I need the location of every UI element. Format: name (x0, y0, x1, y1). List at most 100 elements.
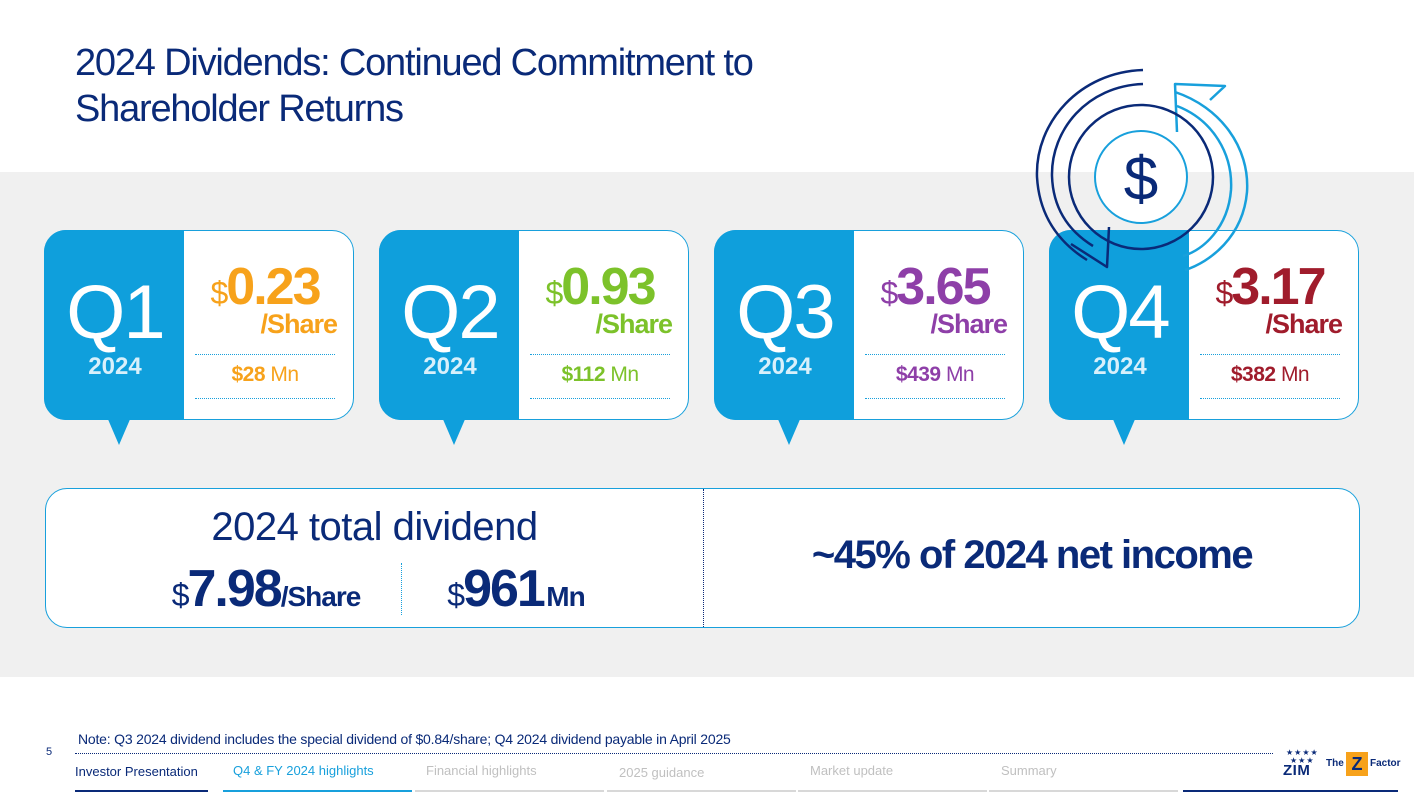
dollar-sign: $ (1124, 145, 1158, 214)
mn-unit: Mn (270, 363, 299, 386)
nav-label: Summary (1001, 763, 1057, 778)
dividend-total-mn: $112 Mn (520, 363, 680, 387)
divider (865, 354, 1005, 355)
currency-symbol: $ (545, 275, 563, 311)
nav-underline (75, 790, 208, 792)
dividend-card-q1: Q1 2024 $0.23 /Share $28 Mn (43, 229, 354, 445)
slide-title: 2024 Dividends: Continued Commitment to … (75, 40, 754, 132)
nav-underline (415, 790, 604, 792)
logo-tag: The (1326, 758, 1344, 769)
logo-stars-row-1: ★★★★ (1286, 748, 1319, 757)
nav-investor-presentation[interactable]: Investor Presentation (75, 762, 208, 793)
footnote: Note: Q3 2024 dividend includes the spec… (78, 731, 731, 747)
nav-underline (798, 790, 987, 792)
mn-value: 382 (1242, 363, 1276, 386)
dividend-per-share: $0.93 (520, 259, 680, 315)
mn-value: 28 (242, 363, 266, 386)
quarter-year: 2024 (423, 353, 477, 380)
total-mn: $961 Mn (416, 559, 616, 619)
page-number: 5 (46, 746, 53, 758)
quarter-label: Q4 (1071, 270, 1170, 355)
dividend-total-mn: $382 Mn (1190, 363, 1350, 387)
nav-financial-highlights[interactable]: Financial highlights (415, 762, 604, 793)
per-share-label: /Share (260, 309, 338, 339)
currency-symbol: $ (1215, 275, 1233, 311)
currency-symbol: $ (171, 577, 190, 613)
total-per-share-value: 7.98 (187, 560, 282, 618)
nav-underline (607, 790, 796, 792)
card-pointer (777, 417, 801, 445)
divider (195, 398, 335, 399)
per-share-label: /Share (280, 581, 362, 612)
nav-logo-slot (1183, 762, 1398, 793)
logo-stars-row-2: ★★★ (1290, 756, 1315, 765)
mn-currency: $ (231, 363, 243, 386)
quarter-box (378, 229, 519, 420)
per-share-label: /Share (1265, 309, 1343, 339)
mn-unit: Mn (1280, 363, 1310, 386)
card-pointer (442, 417, 466, 445)
quarter-label: Q1 (66, 270, 165, 355)
box-divider (703, 489, 704, 627)
quarter-year: 2024 (88, 353, 142, 380)
divider (530, 354, 670, 355)
card-pointer (107, 417, 131, 445)
quarter-box (43, 229, 184, 420)
inner-divider (401, 563, 402, 615)
mn-currency: $ (561, 363, 573, 386)
mn-currency: $ (895, 363, 908, 386)
divider (195, 354, 335, 355)
slide-title-line-1: 2024 Dividends: Continued Commitment to (75, 42, 754, 84)
logo-stars: ★★★★ ★★★ (1286, 749, 1319, 765)
total-per-share: $7.98/Share (146, 559, 386, 619)
nav-underline (223, 790, 412, 792)
logo-factor: Factor (1370, 758, 1401, 769)
nav-summary[interactable]: Summary (989, 762, 1178, 793)
divider (865, 398, 1005, 399)
currency-symbol: $ (447, 577, 465, 613)
dividend-card-q3: Q3 2024 $3.65 /Share $439 Mn (713, 229, 1024, 445)
dollar-cycle-icon: $ (1035, 68, 1249, 272)
dividend-total-mn: $28 Mn (185, 363, 345, 387)
dividend-per-share: $0.23 (185, 259, 345, 315)
currency-symbol: $ (880, 275, 898, 311)
total-mn-value: 961 (463, 560, 546, 618)
currency-symbol: $ (210, 275, 228, 311)
section-nav: Investor Presentation Q4 & FY 2024 highl… (75, 762, 1400, 793)
quarter-label: Q2 (401, 270, 500, 355)
total-dividend-box: 2024 total dividend $7.98/Share $961 Mn … (45, 488, 1360, 628)
quarter-year: 2024 (1093, 353, 1147, 380)
nav-market-update[interactable]: Market update (798, 762, 987, 793)
nav-q4-fy-2024-highlights[interactable]: Q4 & FY 2024 highlights (223, 762, 412, 793)
slide-title-line-2: Shareholder Returns (75, 88, 404, 130)
nav-label: Financial highlights (426, 763, 537, 778)
zim-logo: ★★★★ ★★★ ZIM The Z Factor (1283, 748, 1401, 788)
per-share-label: /Share (930, 309, 1008, 339)
dividend-amount: 3.65 (896, 258, 991, 316)
card-pointer (1112, 417, 1136, 445)
nav-underline (1183, 790, 1398, 792)
nav-label: Q4 & FY 2024 highlights (233, 763, 374, 778)
nav-label: Market update (810, 763, 894, 778)
nav-label: 2025 guidance (619, 765, 705, 780)
divider (1200, 354, 1340, 355)
dividend-total-mn: $439 Mn (855, 363, 1015, 387)
logo-brand: ZIM (1283, 762, 1311, 779)
mn-value: 112 (572, 363, 606, 386)
nav-2025-guidance[interactable]: 2025 guidance (607, 762, 796, 793)
nav-label: Investor Presentation (75, 764, 198, 779)
per-share-label: /Share (595, 309, 673, 339)
logo-z-mark: Z (1346, 752, 1368, 776)
dividend-card-q2: Q2 2024 $0.93 /Share $112 Mn (378, 229, 689, 445)
dividend-per-share: $3.65 (855, 259, 1015, 315)
divider (1200, 398, 1340, 399)
mn-unit: Mn (945, 363, 975, 386)
mn-value: 439 (907, 363, 941, 386)
quarter-box (713, 229, 854, 420)
nav-underline (989, 790, 1178, 792)
dividend-amount: 3.17 (1231, 258, 1326, 316)
mn-unit: Mn (610, 363, 639, 386)
dividend-amount: 0.23 (226, 258, 321, 316)
dividend-amount: 0.93 (561, 258, 656, 316)
quarter-box (1048, 229, 1189, 420)
